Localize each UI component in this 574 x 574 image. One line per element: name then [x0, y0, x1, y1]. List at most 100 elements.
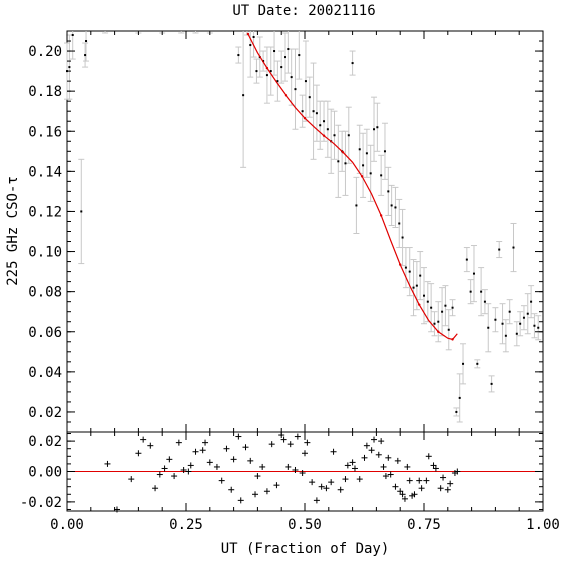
data-point [344, 162, 347, 165]
data-point [430, 306, 433, 309]
residual-point [363, 442, 370, 449]
data-point [508, 310, 511, 313]
data-point [423, 294, 425, 297]
error-bar [83, 31, 90, 62]
residual-point [185, 468, 192, 475]
data-point [480, 290, 483, 293]
main-y-axis-title: 225 GHz CSO-τ [5, 176, 21, 286]
data-point [437, 320, 440, 323]
residual-point [411, 491, 418, 498]
fit-point [284, 94, 288, 97]
main-x-ticks [66, 31, 544, 432]
residual-y-tick-label: 0.02 [28, 434, 62, 450]
x-tick-label: 0.50 [288, 517, 322, 533]
residual-point [254, 473, 261, 480]
chart-title: UT Date: 20021116 [232, 3, 375, 19]
data-point [387, 190, 390, 193]
data-point [501, 322, 504, 325]
y-tick-label: 0.04 [28, 365, 62, 381]
data-point [487, 326, 490, 329]
fit-point [265, 66, 269, 70]
residual-point [380, 463, 387, 470]
residual-point [337, 486, 344, 493]
residual-point [356, 476, 363, 483]
residual-point [187, 462, 194, 469]
residual-point [318, 483, 325, 490]
residual-point [351, 465, 358, 472]
data-point [504, 334, 507, 337]
residual-point [387, 471, 394, 478]
data-point [426, 300, 429, 303]
residual-point [430, 462, 437, 469]
data-point [242, 94, 245, 97]
residual-point [401, 495, 408, 502]
x-tick-label: 1.00 [526, 517, 560, 533]
data-point [255, 70, 258, 73]
residual-point [304, 439, 311, 446]
residual-point [397, 488, 404, 495]
y-tick-label: 0.18 [28, 84, 62, 100]
residual-point [171, 473, 178, 480]
residual-point [202, 439, 209, 446]
residual-point [361, 454, 368, 461]
error-bar [285, 31, 292, 74]
fit-point [379, 214, 383, 217]
residual-y-tick-label: -0.02 [20, 495, 62, 511]
data-point [447, 328, 450, 331]
data-point [476, 362, 479, 365]
residual-point [425, 453, 432, 460]
residual-point [437, 485, 444, 492]
data-point [498, 248, 501, 251]
residual-point [206, 459, 213, 466]
residual-point [302, 450, 308, 457]
data-point [280, 66, 283, 69]
data-point [394, 206, 397, 209]
data-point [462, 362, 465, 365]
x-tick-label: 0.00 [50, 517, 84, 533]
data-point [308, 96, 311, 99]
residual-point [104, 460, 111, 467]
data-point [526, 312, 529, 315]
data-point [276, 80, 279, 83]
y-tick-label: 0.20 [28, 44, 62, 60]
residual-point [192, 448, 199, 455]
data-point [533, 324, 536, 327]
residual-point [175, 439, 182, 446]
data-point [515, 332, 518, 335]
data-point [355, 204, 358, 207]
data-point [519, 322, 522, 325]
residual-point [342, 476, 349, 483]
residual-point [135, 450, 142, 457]
residual-point [161, 465, 168, 472]
residual-point [152, 485, 159, 492]
data-point [401, 236, 404, 239]
fit-curve [247, 33, 458, 341]
fit-point [399, 263, 402, 266]
data-point [383, 150, 386, 153]
residual-point [368, 447, 375, 454]
residual-point [432, 465, 439, 472]
data-point [323, 120, 326, 123]
error-bar [102, 31, 109, 34]
data-point [284, 56, 287, 59]
residual-point [385, 454, 392, 461]
fit-point [246, 32, 250, 36]
residual-y-ticks: -0.02 0.00 0.02 [20, 433, 543, 511]
residual-point [218, 477, 225, 484]
data-point [337, 160, 340, 163]
residual-point [344, 462, 351, 469]
data-point [483, 300, 486, 303]
error-bar [192, 31, 199, 34]
data-point [85, 40, 88, 43]
data-point [365, 152, 368, 155]
data-point [373, 128, 376, 131]
data-point [369, 172, 372, 175]
residual-point [440, 474, 447, 481]
y-tick-label: 0.14 [28, 164, 62, 180]
data-point [390, 204, 393, 207]
residual-point [392, 483, 399, 490]
data-point [537, 326, 540, 329]
residual-point [406, 477, 413, 484]
residual-plot: -0.02 0.00 0.02 0.00 0.25 0.50 0.75 1.00 UT (F… [20, 431, 560, 557]
residual-point [323, 485, 330, 492]
